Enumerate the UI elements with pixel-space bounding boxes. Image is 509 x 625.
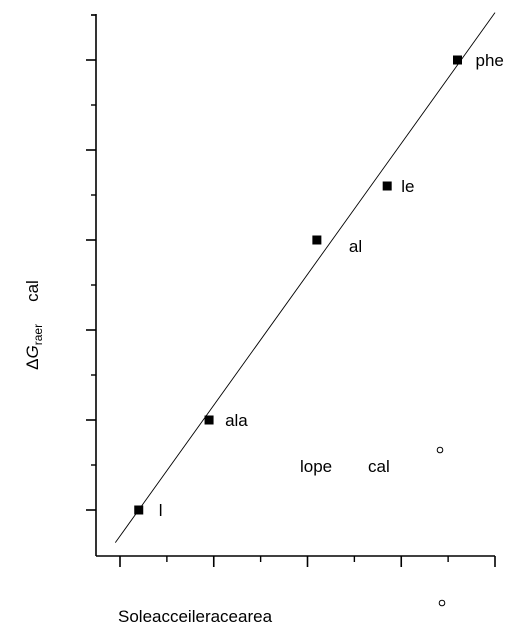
data-points <box>134 55 462 515</box>
data-point-l <box>134 505 144 515</box>
x-label-open-circle <box>438 599 446 607</box>
point-label-phe: phe <box>476 51 504 70</box>
x-axis-label: Soleacceileraceare­a <box>118 607 273 625</box>
point-labels: l ala al le phe <box>159 51 504 520</box>
axes <box>86 14 496 567</box>
data-point-ala <box>204 415 214 425</box>
point-label-l: l <box>159 501 163 520</box>
point-label-le: le <box>401 177 414 196</box>
point-label-ala: ala <box>225 411 248 430</box>
y-axis-label: ΔGraer cal <box>23 280 45 370</box>
data-point-le <box>382 181 392 191</box>
y-label-unit: cal <box>23 280 42 302</box>
data-point-phe <box>453 55 462 65</box>
fit-line <box>114 12 496 543</box>
annotation-left: lope <box>300 457 332 476</box>
annotation-right: cal <box>368 457 390 476</box>
data-point-al <box>312 235 322 245</box>
y-label-delta: Δ <box>23 358 42 369</box>
svg-text:ΔGraercal: ΔGraer cal <box>23 280 45 370</box>
y-label-subscript: raer <box>31 324 45 345</box>
y-label-symbol: G <box>23 345 42 358</box>
point-label-al: al <box>349 237 362 256</box>
annotation-open-circle <box>436 446 444 454</box>
fit-line-group <box>114 12 496 543</box>
